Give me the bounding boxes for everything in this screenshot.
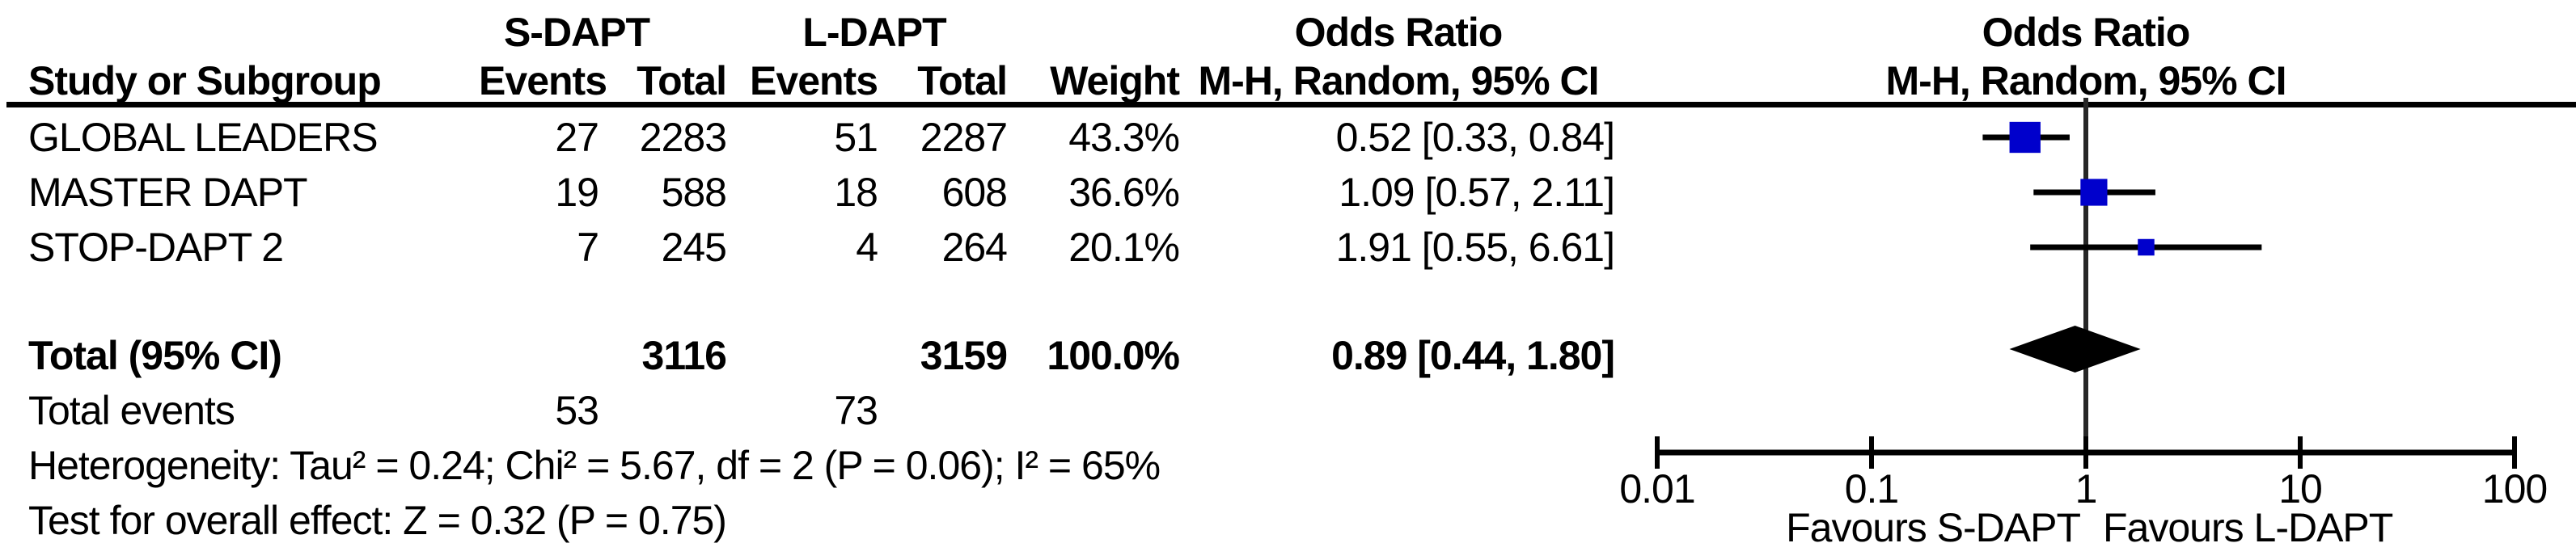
total1-value: 588 <box>661 170 727 215</box>
header-row-columns: Study or Subgroup Events Total Events To… <box>0 53 2576 108</box>
total2-column-header: Total <box>917 58 1008 103</box>
weight-value: 36.6% <box>1068 170 1180 215</box>
events1-value: 7 <box>577 225 599 270</box>
events2-value: 4 <box>856 225 878 270</box>
total1-value: 245 <box>661 225 727 270</box>
events2-value: 51 <box>834 115 878 160</box>
heterogeneity-row: Heterogeneity: Tau² = 0.24; Chi² = 5.67,… <box>0 438 2576 493</box>
or-column-subtitle: M-H, Random, 95% CI <box>1198 58 1600 103</box>
study-name: GLOBAL LEADERS <box>28 115 379 160</box>
weight-value: 43.3% <box>1068 115 1180 160</box>
total1-column-header: Total <box>637 58 727 103</box>
study-marker-1 <box>2080 179 2108 206</box>
total-or-ci-text: 0.89 [0.44, 1.80] <box>1331 333 1615 378</box>
total-label: Total (95% CI) <box>28 333 282 378</box>
or-column-title: Odds Ratio <box>1294 10 1504 55</box>
axis-tick-label-1: 0.1 <box>1845 466 1899 512</box>
study-name: MASTER DAPT <box>28 170 308 215</box>
events1-value: 19 <box>555 170 599 215</box>
header-row-groups: S-DAPT L-DAPT Odds Ratio Odds Ratio <box>0 5 2576 60</box>
favours-left-label: Favours S-DAPT <box>1786 505 2080 550</box>
events1-column-header: Events <box>479 58 607 103</box>
axis-tick-label-3: 10 <box>2278 466 2322 512</box>
axis-tick-label-0: 0.01 <box>1619 466 1694 512</box>
study-name: STOP-DAPT 2 <box>28 225 284 270</box>
total2-value: 264 <box>941 225 1008 270</box>
total-events-row: Total events 53 73 <box>0 383 2576 438</box>
events1-value: 27 <box>555 115 599 160</box>
study-column-header: Study or Subgroup <box>28 58 382 103</box>
heterogeneity-text: Heterogeneity: Tau² = 0.24; Chi² = 5.67,… <box>28 443 1161 488</box>
group2-header: L-DAPT <box>802 10 946 55</box>
or-ci-text: 1.91 [0.55, 6.61] <box>1335 225 1615 270</box>
weight-column-header: Weight <box>1050 58 1180 103</box>
axis-tick-label-4: 100 <box>2482 466 2547 512</box>
table-row: STOP-DAPT 2 7 245 4 264 20.1% 1.91 [0.55… <box>0 220 2576 275</box>
overall-effect-row: Test for overall effect: Z = 0.32 (P = 0… <box>0 493 2576 548</box>
total2-value: 608 <box>941 170 1008 215</box>
study-marker-2 <box>2138 238 2155 256</box>
total-events1: 53 <box>555 388 599 433</box>
plot-subtitle: M-H, Random, 95% CI <box>1885 58 2287 103</box>
table-row: GLOBAL LEADERS 27 2283 51 2287 43.3% 0.5… <box>0 110 2576 165</box>
study-marker-0 <box>2009 121 2041 154</box>
total-row: Total (95% CI) 3116 3159 100.0% 0.89 [0.… <box>0 328 2576 383</box>
overall-effect-text: Test for overall effect: Z = 0.32 (P = 0… <box>28 498 727 543</box>
events2-column-header: Events <box>750 58 878 103</box>
total2-sum: 3159 <box>920 333 1008 378</box>
plot-title: Odds Ratio <box>1982 10 2191 55</box>
total-events2: 73 <box>834 388 878 433</box>
total2-value: 2287 <box>920 115 1008 160</box>
header-separator-line <box>6 102 2576 107</box>
favours-right-label: Favours L-DAPT <box>2103 505 2393 550</box>
total1-sum: 3116 <box>641 333 727 378</box>
weight-value: 20.1% <box>1068 225 1180 270</box>
or-ci-text: 1.09 [0.57, 2.11] <box>1339 170 1615 215</box>
summary-diamond <box>2009 326 2141 373</box>
weight-sum: 100.0% <box>1047 333 1180 378</box>
group1-header: S-DAPT <box>503 10 650 55</box>
events2-value: 18 <box>834 170 878 215</box>
or-ci-text: 0.52 [0.33, 0.84] <box>1335 115 1615 160</box>
table-row: MASTER DAPT 19 588 18 608 36.6% 1.09 [0.… <box>0 165 2576 220</box>
axis-tick-label-2: 1 <box>2075 466 2097 512</box>
total-events-label: Total events <box>28 388 235 433</box>
total1-value: 2283 <box>639 115 727 160</box>
